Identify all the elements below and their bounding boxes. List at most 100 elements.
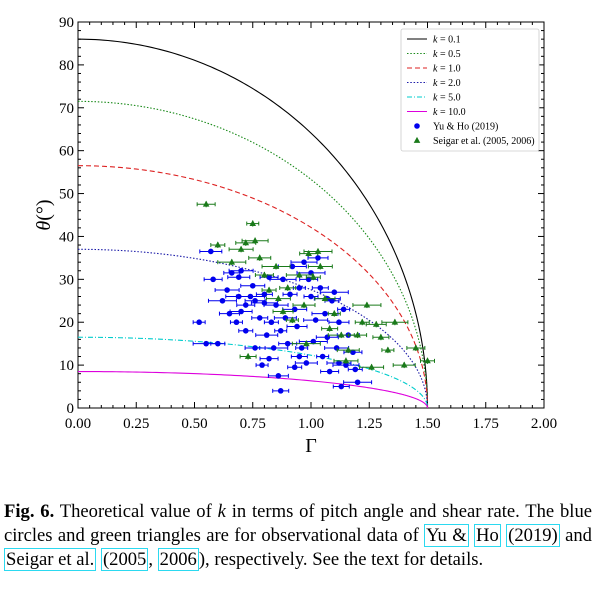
data-point-triangle (391, 318, 399, 325)
y-tick-label: 90 (59, 15, 74, 31)
data-point-circle (280, 276, 286, 283)
curve-line (77, 38, 429, 409)
y-tick-label: 10 (59, 358, 74, 374)
x-tick-label: 0.00 (65, 416, 91, 432)
citation-link-seigar[interactable]: Seigar et al. (4, 548, 97, 571)
citation-link-yu-ho-year[interactable]: (2019) (506, 524, 560, 547)
data-point-circle (273, 302, 279, 308)
data-point-circle (289, 263, 296, 270)
data-point-triangle (331, 310, 338, 317)
data-point-triangle (400, 361, 408, 368)
data-point-triangle (284, 284, 291, 291)
data-point-triangle (265, 286, 273, 293)
data-point-triangle (344, 346, 352, 353)
data-point-circle (261, 291, 268, 298)
data-point-triangle (326, 325, 333, 332)
data-point-circle (317, 285, 324, 291)
data-point-circle (308, 293, 314, 300)
data-point-circle (312, 317, 319, 323)
pitch-angle-shear-rate-chart: 0.00 0.25 0.50 0.75 1.00 1.25 1.50 1.75 2.00 0 10 2… (33, 15, 557, 457)
data-point-triangle (363, 301, 371, 308)
data-point-circle (219, 297, 226, 304)
y-tick-label: 20 (59, 315, 74, 331)
data-point-circle (247, 293, 254, 300)
data-point-circle (305, 276, 312, 283)
data-point-triangle (305, 250, 312, 256)
data-point-circle (336, 319, 342, 326)
data-point-circle (224, 287, 230, 293)
y-tick-label: 70 (59, 101, 74, 117)
legend-entry: k = 1.0 (433, 64, 461, 75)
data-point-circle (277, 328, 284, 334)
data-point-circle (338, 383, 345, 390)
data-point-circle (319, 353, 326, 360)
data-point-circle (228, 270, 235, 276)
y-tick-label: 80 (59, 58, 74, 74)
citation-link-seigar-2005[interactable]: (2005 (100, 548, 149, 571)
data-point-triangle (214, 241, 222, 248)
data-point-circle (354, 379, 361, 386)
y-tick-label: 50 (59, 187, 74, 203)
legend-entry: k = 2.0 (433, 78, 461, 89)
legend-marker-circle (414, 123, 420, 129)
data-point-triangle (228, 258, 236, 265)
citation-link-yu-ho[interactable]: Ho (474, 524, 501, 547)
x-axis-label: Γ (305, 435, 317, 457)
data-point-triangle (384, 346, 392, 353)
data-point-triangle (300, 301, 308, 308)
data-point-circle (287, 291, 293, 298)
x-tick-label: 1.00 (298, 416, 324, 432)
data-point-triangle (424, 357, 431, 364)
legend-entry: k = 10.0 (433, 107, 466, 118)
data-point-triangle (342, 357, 350, 364)
data-point-circle (242, 302, 249, 308)
data-point-circle (326, 368, 333, 375)
data-point-triangle (412, 344, 420, 351)
data-point-circle (310, 338, 317, 345)
data-point-circle (296, 353, 303, 360)
data-point-circle (261, 300, 268, 306)
data-point-triangle (321, 295, 329, 302)
data-point-triangle (372, 320, 380, 327)
data-point-circle (275, 373, 282, 379)
x-tick-label: 1.75 (473, 416, 499, 432)
data-point-circle (196, 319, 202, 326)
data-point-circle (252, 345, 258, 351)
data-point-circle (215, 340, 221, 347)
data-point-circle (238, 267, 244, 274)
data-point-circle (322, 310, 328, 317)
data-point-triangle (244, 352, 252, 359)
figure-caption: Fig. 6. Theoretical value of k in terms … (4, 500, 592, 572)
y-tick-label: 0 (67, 401, 75, 417)
data-point-circle (210, 276, 216, 283)
caption-text: in terms of pitch angle and shear rate. … (4, 501, 592, 546)
data-point-circle (352, 366, 359, 373)
data-point-circle (350, 349, 356, 356)
citation-link-yu-ho[interactable]: Yu & (424, 524, 469, 547)
figure: 0.00 0.25 0.50 0.75 1.00 1.25 1.50 1.75 2.00 0 10 2… (33, 15, 557, 457)
data-point-triangle (310, 273, 317, 280)
curve-line (77, 165, 429, 409)
data-point-triangle (237, 245, 245, 252)
data-point-circle (301, 259, 307, 265)
data-point-triangle (337, 331, 345, 338)
data-point-triangle (354, 331, 361, 338)
data-point-triangle (289, 316, 296, 323)
x-tick-label: 2.00 (531, 416, 557, 432)
data-point-triangle (256, 254, 264, 261)
data-point-triangle (272, 262, 280, 269)
data-point-triangle (249, 219, 257, 226)
data-point-triangle (251, 237, 259, 244)
legend-entry: k = 0.1 (433, 35, 461, 46)
caption-k-symbol: k (217, 501, 226, 522)
data-point-circle (203, 340, 209, 347)
data-point-circle (252, 297, 258, 304)
legend-entry: k = 0.5 (433, 49, 461, 60)
data-point-triangle (317, 262, 324, 269)
citation-link-seigar-2006[interactable]: 2006 (157, 548, 199, 571)
caption-text: and (559, 525, 592, 546)
x-tick-label: 0.25 (123, 416, 149, 432)
data-point-circle (263, 332, 270, 338)
data-point-triangle (275, 295, 282, 302)
caption-text: , (148, 549, 158, 570)
